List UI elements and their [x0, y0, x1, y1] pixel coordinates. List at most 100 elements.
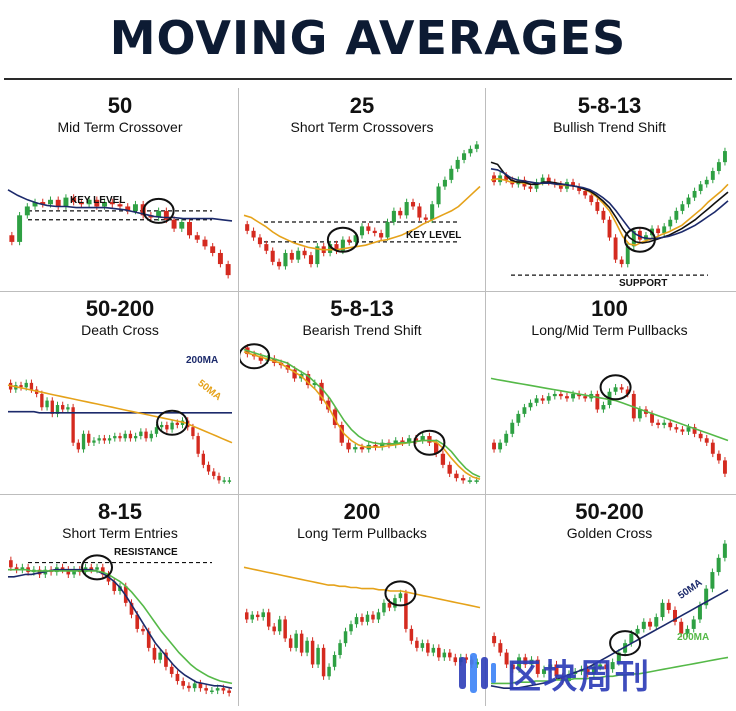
candle	[415, 640, 419, 648]
candle	[631, 230, 636, 247]
candle	[460, 478, 466, 481]
candle	[261, 612, 265, 618]
candle	[202, 239, 208, 247]
candle	[510, 422, 515, 434]
candle	[373, 444, 378, 448]
candle	[113, 436, 117, 439]
candle	[17, 215, 23, 242]
candle	[528, 186, 533, 189]
candle	[48, 199, 53, 205]
moving-average-line	[491, 656, 729, 685]
candle	[160, 424, 164, 428]
candle	[149, 433, 153, 439]
panel-100-long-mid-term-pullbacks: 100 Long/Mid Term Pullbacks	[487, 293, 732, 493]
candle	[92, 440, 96, 443]
candle	[407, 438, 412, 443]
candle	[332, 654, 337, 667]
candle	[516, 413, 521, 423]
candle	[619, 387, 624, 390]
candle	[546, 177, 551, 183]
candle	[601, 405, 606, 410]
candle	[692, 427, 697, 434]
candle	[619, 259, 624, 265]
candle	[498, 442, 503, 450]
candle	[181, 681, 186, 686]
candle	[417, 206, 422, 218]
candle	[710, 572, 715, 589]
candle	[648, 621, 653, 627]
candle	[552, 393, 557, 397]
candle	[464, 657, 469, 660]
candle	[129, 602, 134, 615]
candle	[87, 433, 91, 443]
candle	[398, 210, 403, 216]
candle	[117, 204, 123, 207]
moving-average-line	[490, 161, 729, 244]
candle	[625, 389, 630, 394]
candle	[704, 588, 709, 606]
candle	[704, 179, 709, 185]
candle	[558, 393, 563, 397]
candle	[510, 664, 515, 670]
candle	[449, 168, 454, 180]
candle	[97, 438, 101, 441]
panel-5-8-13-bearish-trend-shift: 5-8-13 Bearish Trend Shift	[240, 293, 484, 493]
candle	[629, 633, 634, 644]
candle	[468, 148, 473, 154]
chart-svg	[7, 379, 233, 484]
candle	[722, 543, 727, 558]
candle	[595, 393, 600, 410]
watermark: 区块周刊	[455, 650, 651, 697]
candle	[625, 246, 630, 265]
candle	[656, 422, 661, 425]
candle	[305, 640, 309, 653]
candle	[340, 239, 345, 251]
candle	[227, 480, 232, 482]
candle	[86, 199, 92, 205]
candle	[334, 244, 339, 251]
candle	[662, 422, 667, 425]
panel-title: 8-15	[97, 499, 143, 524]
panel-subtitle: Bullish Trend Shift	[553, 119, 666, 135]
candle	[245, 224, 250, 231]
crossover-circle	[413, 429, 446, 456]
candle	[283, 619, 287, 639]
candle	[674, 210, 679, 220]
candle	[558, 184, 563, 189]
candle	[187, 221, 192, 236]
candle	[535, 659, 540, 674]
moving-average-line	[490, 168, 729, 240]
candle	[427, 436, 432, 443]
crossover-circle	[384, 580, 417, 607]
candle	[431, 647, 436, 653]
candle	[19, 385, 23, 388]
candle	[60, 567, 65, 570]
candle	[360, 617, 364, 622]
candle	[654, 617, 659, 627]
candle	[296, 250, 301, 260]
candle	[680, 204, 685, 211]
candle	[668, 219, 673, 227]
annotation-label: 200MA	[186, 355, 219, 366]
annotation-label: RESISTANCE	[114, 547, 178, 558]
candle	[354, 617, 359, 625]
candle	[133, 436, 138, 439]
candle	[393, 440, 398, 445]
chart-svg	[7, 189, 233, 279]
candle	[55, 199, 61, 207]
candle	[50, 400, 54, 414]
candle	[201, 453, 206, 465]
candle	[571, 393, 575, 399]
panel-50-mid-term-crossover: 50 Mid Term Crossover KEY LEVEL	[4, 90, 236, 290]
candle	[258, 356, 264, 361]
panel-50-200-golden-cross: 50-200 Golden Cross 50MA 200MA	[487, 496, 732, 706]
candle	[437, 647, 441, 658]
candle	[81, 433, 86, 450]
candle	[660, 602, 665, 618]
candle	[194, 235, 200, 240]
panel-title: 5-8-13	[330, 296, 394, 321]
candle	[187, 685, 191, 689]
candle	[365, 614, 370, 622]
moving-average-line	[8, 410, 232, 414]
candle	[404, 202, 409, 216]
